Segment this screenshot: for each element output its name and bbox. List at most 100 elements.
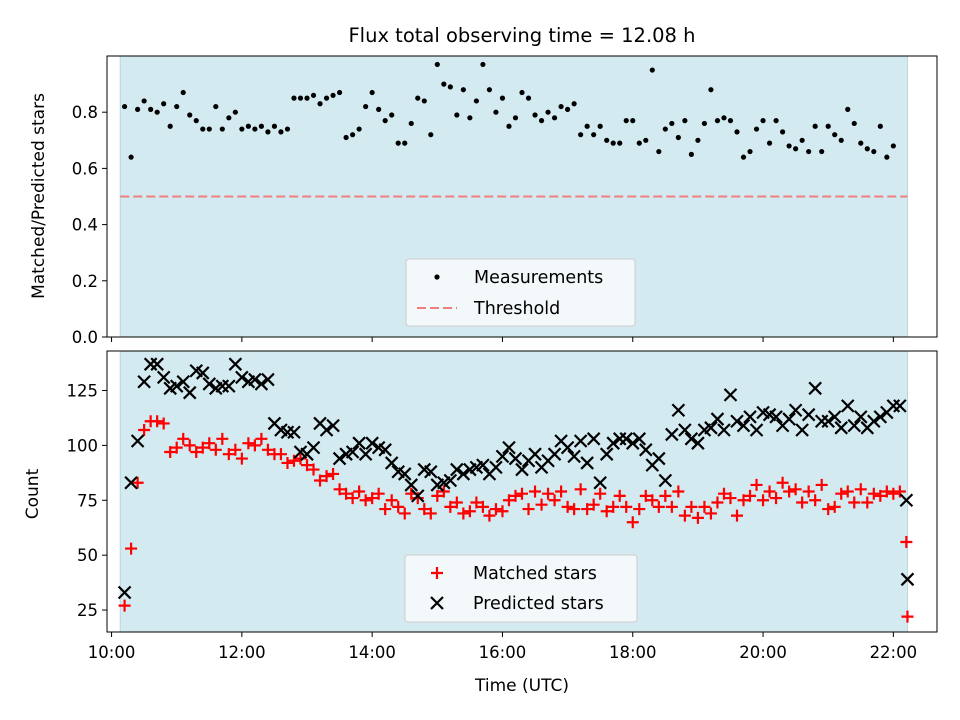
top-y-ticks: 0.0 0.2 0.4 0.6 0.8 — [72, 103, 107, 347]
matched-stars-point — [314, 474, 327, 487]
matched-stars-point — [783, 485, 796, 498]
measurement-point — [779, 129, 786, 135]
matched-stars-point — [815, 478, 828, 491]
top-legend-box — [405, 258, 636, 327]
measurement-point — [213, 103, 219, 110]
predicted-stars-point — [450, 462, 464, 477]
measurement-point — [727, 118, 734, 124]
predicted-stars-point — [821, 414, 835, 429]
measurement-point — [864, 146, 870, 152]
measurement-point — [376, 106, 382, 112]
predicted-stars-point — [235, 370, 249, 385]
matched-stars-point — [190, 445, 203, 458]
matched-stars-point — [555, 485, 568, 498]
x-tick-label: 20:00 — [739, 643, 787, 662]
y-tick-label: 100 — [67, 436, 99, 455]
chart-title: Flux total observing time = 12.08 h — [348, 24, 695, 47]
predicted-stars-point — [358, 447, 373, 461]
matched-stars-point — [216, 432, 229, 445]
measurement-point — [291, 95, 297, 101]
top-series — [121, 61, 896, 160]
measurement-point — [604, 137, 610, 143]
measurement-point — [734, 129, 740, 135]
measurement-point — [121, 103, 128, 110]
matched-stars-point — [222, 448, 235, 461]
matched-stars-point — [294, 452, 307, 465]
matched-stars-point — [398, 507, 411, 520]
measurement-point — [330, 92, 336, 98]
measurement-point — [193, 118, 199, 124]
measurement-point — [610, 140, 616, 146]
matched-stars-point — [535, 498, 548, 511]
measurement-point — [819, 148, 825, 155]
predicted-stars-point — [678, 423, 692, 437]
matched-stars-point — [437, 485, 450, 498]
predicted-stars-point — [867, 414, 881, 429]
predicted-stars-point — [873, 410, 888, 424]
measurement-point — [460, 87, 466, 93]
predicted-stars-point — [508, 451, 523, 466]
measurement-point — [669, 120, 675, 127]
measurement-point — [538, 118, 545, 124]
matched-stars-point — [841, 485, 854, 498]
predicted-stars-point — [489, 460, 503, 475]
matched-stars-point — [327, 467, 340, 480]
predicted-stars-point — [606, 436, 620, 450]
matched-stars-point — [724, 492, 737, 505]
y-tick-label: 50 — [77, 546, 98, 565]
predicted-stars-point — [306, 440, 321, 455]
measurement-point — [297, 95, 304, 101]
matched-stars-point — [822, 503, 835, 516]
measurement-point — [512, 115, 519, 121]
predicted-stars-point — [345, 445, 360, 459]
measurement-point — [493, 109, 499, 115]
legend-predicted-label: Predicted stars — [473, 594, 604, 614]
measurement-point — [454, 112, 460, 118]
measurement-point — [747, 148, 753, 155]
predicted-stars-point — [632, 432, 647, 446]
measurement-point — [519, 89, 525, 96]
measurement-point — [161, 101, 167, 107]
measurement-point — [369, 89, 375, 96]
x-tick-label: 18:00 — [609, 643, 657, 662]
predicted-stars-point — [326, 418, 340, 433]
measurement-point — [551, 115, 558, 121]
matched-stars-point — [861, 496, 874, 509]
matched-stars-point — [880, 485, 893, 498]
matched-stars-point — [717, 487, 730, 500]
predicted-stars-point — [150, 357, 164, 371]
predicted-stars-point — [899, 493, 914, 508]
predicted-stars-point — [228, 357, 243, 371]
predicted-stars-point — [195, 366, 210, 380]
measurement-point — [180, 89, 186, 96]
matched-stars-point — [848, 496, 861, 509]
predicted-stars-point — [782, 412, 796, 426]
y-tick-label: 0.8 — [72, 103, 98, 122]
matched-stars-point — [411, 492, 424, 505]
matched-stars-point — [652, 500, 665, 513]
matched-stars-point — [522, 503, 535, 516]
matched-stars-point — [457, 507, 470, 520]
measurement-point — [128, 154, 134, 160]
bottom-legend-box — [404, 554, 638, 623]
x-tick-label: 10:00 — [88, 643, 136, 662]
bottom-series — [117, 357, 915, 623]
matched-stars-point — [613, 489, 626, 502]
predicted-stars-point — [332, 451, 347, 466]
matched-stars-point — [209, 443, 222, 456]
matched-stars-point — [287, 454, 300, 467]
measurement-point — [252, 126, 258, 132]
matched-stars-point — [418, 503, 431, 516]
measurement-point — [597, 123, 603, 129]
measurement-point — [304, 95, 310, 101]
measurement-point — [773, 118, 779, 124]
legend-matched-marker — [431, 567, 443, 579]
matched-stars-point — [770, 492, 783, 505]
predicted-stars-point — [625, 436, 640, 450]
matched-stars-point — [516, 487, 528, 500]
measurement-point — [382, 118, 388, 124]
legend-measurements-marker — [434, 274, 440, 280]
matched-stars-point — [196, 441, 209, 454]
measurement-point — [389, 112, 395, 118]
predicted-stars-point — [384, 456, 399, 470]
